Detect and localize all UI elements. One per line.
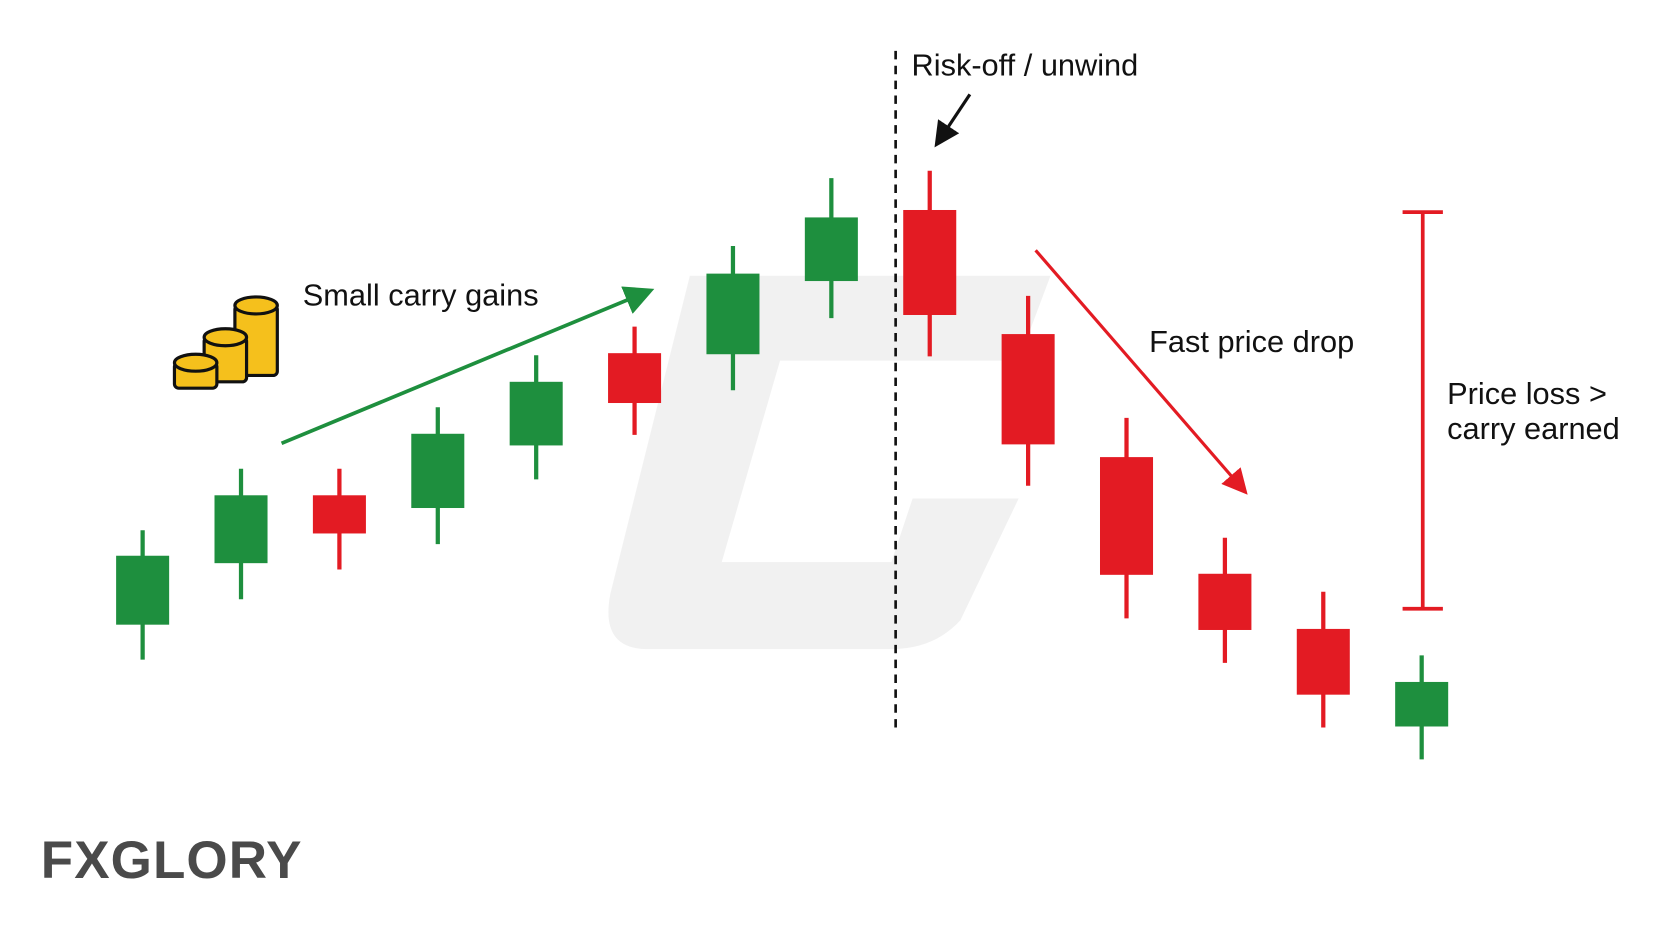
- watermark: [608, 275, 1051, 650]
- candle-body: [804, 217, 858, 282]
- annotation: Fast price drop: [1149, 324, 1354, 359]
- pointer-arrow: [934, 93, 972, 148]
- candle-body: [116, 555, 170, 625]
- up-arrow: [280, 286, 655, 446]
- candle-body: [608, 353, 662, 404]
- logo: FXGLORY: [41, 831, 303, 890]
- candle-body: [1198, 573, 1252, 630]
- candle-body: [312, 495, 366, 534]
- annotation: Small carry gains: [303, 277, 539, 312]
- candle-body: [411, 433, 465, 509]
- candle-body: [214, 495, 268, 564]
- coins-icon: [172, 295, 279, 390]
- candle-body: [1099, 457, 1154, 575]
- candle-body: [706, 273, 760, 355]
- loss-bracket: [1402, 210, 1443, 611]
- annotation: Price loss >: [1447, 376, 1607, 411]
- candle-body: [1296, 628, 1350, 695]
- candle-body: [509, 381, 563, 446]
- candle-body: [1395, 681, 1449, 727]
- annotation: Risk-off / unwind: [912, 47, 1139, 82]
- candle-body: [1001, 334, 1055, 445]
- annotation: carry earned: [1447, 411, 1620, 446]
- candle-body: [903, 209, 957, 315]
- down-arrow: [1034, 249, 1248, 495]
